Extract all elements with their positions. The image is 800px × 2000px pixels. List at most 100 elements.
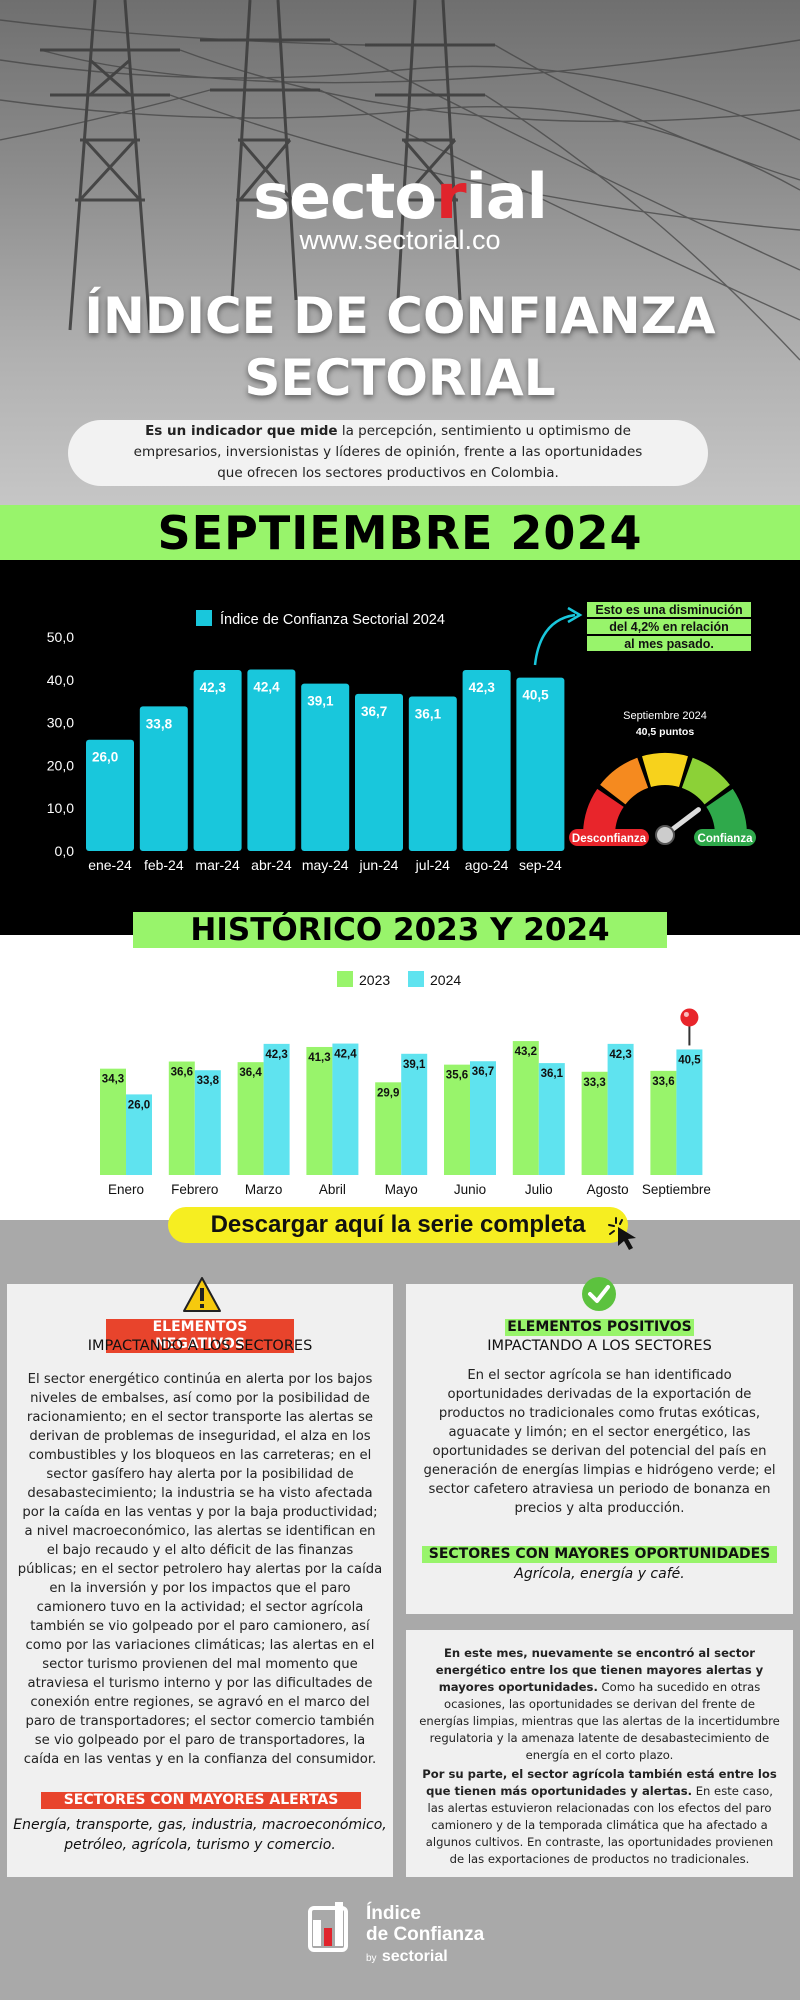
footer-brand: Índice de Confianza by sectorial xyxy=(366,1903,485,1965)
y-tick-label: 0,0 xyxy=(55,843,75,859)
annotation-highlight xyxy=(587,602,751,617)
x-tick-label: jul-24 xyxy=(415,857,450,873)
x-tick-label: feb-24 xyxy=(144,857,184,873)
bar-value-label: 35,6 xyxy=(446,1070,468,1082)
bar-value-label: 43,2 xyxy=(515,1046,537,1058)
negative-elements-card: ELEMENTOS NEGATIVOS IMPACTANDO A LOS SEC… xyxy=(7,1277,393,1877)
monthly-index-bar-chart: 0,0 10,0 20,0 30,0 40,0 50,0 Índice de Confian… xyxy=(47,602,756,873)
bar-value-label: 36,1 xyxy=(541,1068,564,1080)
annotation-arrowhead-icon xyxy=(567,606,583,624)
y-tick-label: 30,0 xyxy=(47,715,74,731)
legend-label: 2023 xyxy=(359,972,390,988)
bar-2023-Mayo xyxy=(375,1082,402,1175)
negative-body-text: El sector energético continúa en alerta … xyxy=(17,1372,383,1767)
month-heading: SEPTIEMBRE 2024 xyxy=(0,505,800,560)
x-tick-label: Abril xyxy=(319,1182,346,1197)
bar-ago-24 xyxy=(462,669,511,851)
bar-value-label: 36,4 xyxy=(239,1067,262,1079)
bar-value-label: 40,5 xyxy=(678,1054,701,1066)
bar-value-label: 36,1 xyxy=(415,706,442,721)
bar-2024-Enero xyxy=(126,1094,152,1175)
x-tick-label: Septiembre xyxy=(642,1182,711,1197)
x-tick-label: ene-24 xyxy=(88,857,132,873)
alerts-sectors-list: Energía, transporte, gas, industria, mac… xyxy=(13,1817,387,1853)
page-title: ÍNDICE DE CONFIANZA SECTORIAL xyxy=(84,287,716,407)
positive-subhead: IMPACTANDO A LOS SECTORES xyxy=(487,1338,712,1354)
bar-value-label: 29,9 xyxy=(377,1087,399,1099)
bar-value-label: 33,8 xyxy=(197,1075,220,1087)
x-tick-label: Marzo xyxy=(245,1182,283,1197)
bar-2024-Julio xyxy=(538,1063,565,1175)
x-tick-label: Junio xyxy=(454,1182,486,1197)
gauge-segment xyxy=(600,757,649,805)
historic-comparison-bar-chart: 2023 2024 34,3 26,0 Enero 36,6 33,8 Febrero 36,4… xyxy=(100,971,711,1197)
bar-value-label: 42,3 xyxy=(609,1049,631,1061)
bar-value-label: 42,3 xyxy=(265,1049,287,1061)
x-tick-label: Agosto xyxy=(587,1182,629,1197)
gauge-hub xyxy=(655,825,675,845)
website-url[interactable]: www.sectorial.co xyxy=(299,225,501,255)
gauge-low-label: Desconfianza xyxy=(572,833,647,845)
intro-description: Es un indicador que mide la percepción, … xyxy=(68,420,708,486)
bar-2024-Febrero xyxy=(194,1070,221,1175)
bar-ene-24 xyxy=(86,739,134,851)
bar-sep-24 xyxy=(516,677,565,851)
positive-elements-card: ELEMENTOS POSITIVOS IMPACTANDO A LOS SEC… xyxy=(406,1277,793,1614)
bar-2024-Agosto xyxy=(607,1043,634,1175)
bar-value-label: 41,3 xyxy=(308,1052,330,1064)
x-tick-label: Mayo xyxy=(385,1182,418,1197)
legend-label: 2024 xyxy=(430,972,461,988)
analysis-paragraph-2: Por su parte, el sector agrícola también… xyxy=(422,1767,777,1866)
legend-swatch xyxy=(196,610,212,626)
annotation-text: del 4,2% en relación xyxy=(609,620,729,634)
historic-panel: 2023 2024 34,3 26,0 Enero 36,6 33,8 Febrero 36,4… xyxy=(0,935,800,1220)
negative-subhead: IMPACTANDO A LOS SECTORES xyxy=(87,1338,313,1354)
bar-value-label: 39,1 xyxy=(403,1059,426,1071)
bar-2023-Julio xyxy=(512,1041,539,1175)
warning-icon xyxy=(183,1277,221,1312)
annotation-highlight xyxy=(587,619,751,634)
annotation-text: Esto es una disminución xyxy=(595,603,742,617)
bar-jul-24 xyxy=(408,696,457,851)
bar-value-label: 39,1 xyxy=(307,694,334,709)
positive-elements-tag: ELEMENTOS POSITIVOS xyxy=(505,1319,694,1336)
opportunity-sectors-tag: SECTORES CON MAYORES OPORTUNIDADES xyxy=(422,1546,777,1563)
x-tick-label: Julio xyxy=(525,1182,553,1197)
bar-2023-Septiembre xyxy=(650,1070,677,1175)
legend-swatch-2024 xyxy=(408,971,424,987)
bar-value-label: 36,7 xyxy=(361,704,387,719)
bar-value-label: 36,7 xyxy=(472,1066,494,1078)
y-tick-label: 50,0 xyxy=(47,629,74,645)
download-series-button[interactable]: Descargar aquí la serie completa xyxy=(168,1207,628,1243)
gauge-segment xyxy=(583,788,624,834)
legend-label: Índice de Confianza Sectorial 2024 xyxy=(220,611,445,628)
x-tick-label: jun-24 xyxy=(359,857,399,873)
bar-value-label: 42,3 xyxy=(200,680,227,695)
bar-value-label: 42,4 xyxy=(253,680,280,695)
cursor-click-icon xyxy=(608,1217,636,1250)
y-tick-label: 10,0 xyxy=(47,800,74,816)
y-tick-label: 20,0 xyxy=(47,757,74,773)
bar-2024-Mayo xyxy=(401,1053,428,1175)
bar-2024-Marzo xyxy=(263,1043,290,1175)
annotation-highlight xyxy=(587,636,751,651)
x-tick-label: mar-24 xyxy=(195,857,240,873)
hero-banner: sectorial www.sectorial.co ÍNDICE DE CON… xyxy=(0,0,800,505)
monthly-index-panel: 0,0 10,0 20,0 30,0 40,0 50,0 Índice de Confian… xyxy=(0,560,800,935)
gauge-high-badge xyxy=(694,829,756,846)
bar-2023-Enero xyxy=(100,1068,126,1175)
x-tick-label: abr-24 xyxy=(251,857,292,873)
opportunity-sectors-list: Agrícola, energía y café. xyxy=(514,1566,685,1582)
confidence-index-logo-icon xyxy=(308,1902,348,1952)
analysis-paragraph-1: En este mes, nuevamente se encontró al s… xyxy=(419,1646,780,1762)
legend-swatch-2023 xyxy=(337,971,353,987)
bar-2024-Abril xyxy=(332,1043,359,1175)
bar-abr-24 xyxy=(247,669,296,851)
bar-value-label: 33,8 xyxy=(146,716,173,731)
bar-feb-24 xyxy=(139,706,188,851)
bar-2023-Abril xyxy=(306,1046,333,1175)
gauge-low-badge xyxy=(569,829,649,846)
bar-value-label: 26,0 xyxy=(92,750,118,765)
annotation-text: al mes pasado. xyxy=(624,637,714,651)
bar-mar-24 xyxy=(193,669,242,851)
